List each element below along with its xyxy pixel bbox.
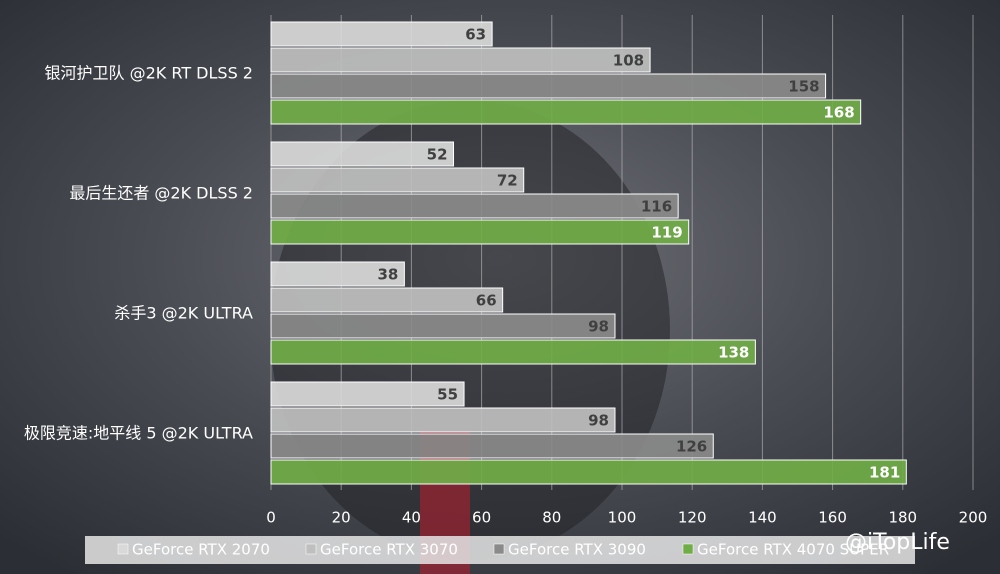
bar	[270, 381, 465, 407]
legend-label: GeForce RTX 3090	[508, 541, 646, 559]
bar	[270, 219, 690, 245]
value-label: 55	[437, 386, 458, 404]
x-tick-label: 20	[332, 509, 351, 527]
legend-swatch	[305, 543, 317, 555]
value-label: 126	[676, 438, 707, 456]
x-tick-label: 80	[542, 509, 561, 527]
x-tick-label: 140	[748, 509, 777, 527]
value-label: 116	[641, 198, 672, 216]
bar	[270, 99, 862, 125]
value-label: 168	[823, 104, 854, 122]
value-label: 63	[465, 26, 486, 44]
x-tick-label: 200	[959, 509, 988, 527]
bar	[270, 313, 616, 339]
bar	[270, 73, 827, 99]
value-label: 52	[427, 146, 448, 164]
value-label: 66	[476, 292, 497, 310]
value-label: 158	[788, 78, 819, 96]
x-tick-label: 0	[266, 509, 276, 527]
watermark: @iTopLife	[845, 530, 950, 555]
value-label: 98	[588, 318, 609, 336]
value-label: 181	[869, 464, 900, 482]
x-tick-label: 60	[472, 509, 491, 527]
category-label: 最后生还者 @2K DLSS 2	[69, 184, 253, 203]
category-label: 极限竞速:地平线 5 @2K ULTRA	[24, 424, 253, 443]
bar	[270, 193, 679, 219]
x-tick-label: 40	[402, 509, 421, 527]
legend-swatch	[117, 543, 129, 555]
bar	[270, 407, 616, 433]
bar	[270, 141, 455, 167]
legend-label: GeForce RTX 4070 SUPER	[697, 541, 889, 559]
bar	[270, 433, 714, 459]
value-label: 138	[718, 344, 749, 362]
value-label: 98	[588, 412, 609, 430]
legend-swatch	[682, 543, 694, 555]
bar	[270, 339, 756, 365]
category-label: 杀手3 @2K ULTRA	[114, 304, 253, 323]
bar	[270, 261, 405, 287]
bar	[270, 287, 504, 313]
x-tick-label: 120	[678, 509, 707, 527]
legend-label: GeForce RTX 3070	[320, 541, 458, 559]
category-label: 银河护卫队 @2K RT DLSS 2	[45, 64, 253, 83]
value-label: 38	[378, 266, 399, 284]
bar	[270, 459, 907, 485]
x-tick-label: 100	[608, 509, 637, 527]
value-label: 72	[497, 172, 518, 190]
bar	[270, 21, 493, 47]
x-tick-label: 160	[818, 509, 847, 527]
bar	[270, 167, 525, 193]
x-tick-label: 180	[888, 509, 917, 527]
legend-label: GeForce RTX 2070	[132, 541, 270, 559]
value-label: 108	[613, 52, 644, 70]
value-label: 119	[651, 224, 682, 242]
bar	[270, 47, 651, 73]
legend-swatch	[493, 543, 505, 555]
